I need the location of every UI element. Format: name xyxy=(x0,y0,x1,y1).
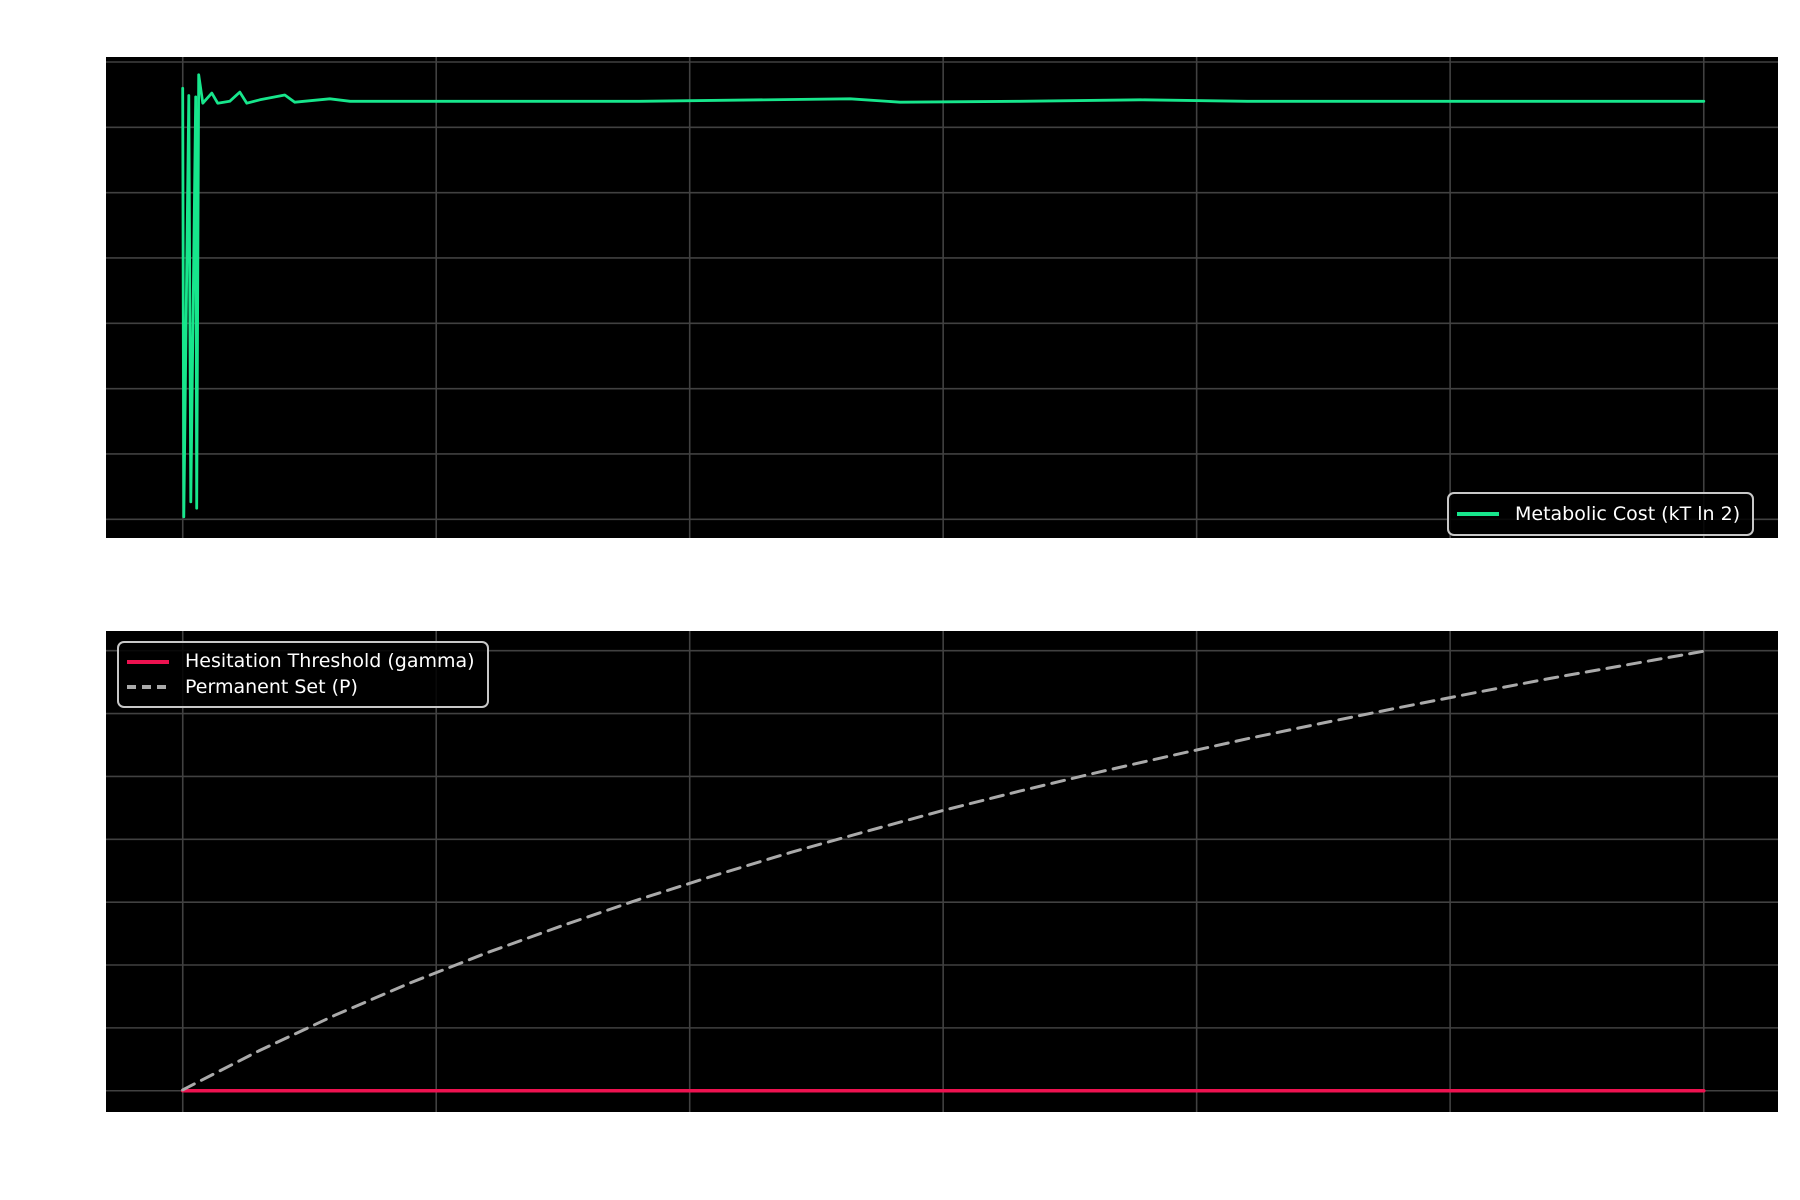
hesitation-chart xyxy=(106,631,1778,1112)
hesitation-axes xyxy=(106,631,1778,1112)
metabolic-cost-line-sample-icon xyxy=(1457,512,1499,516)
legend-label-metabolic-cost: Metabolic Cost (kT ln 2) xyxy=(1515,502,1741,525)
legend-label-hesitation-threshold: Hesitation Threshold (gamma) xyxy=(185,650,475,673)
legend-metabolic-cost: Metabolic Cost (kT ln 2) xyxy=(1447,492,1755,536)
metabolic-cost-axes xyxy=(106,57,1778,538)
metabolic-cost-chart xyxy=(106,57,1778,538)
legend-row-metabolic-cost: Metabolic Cost (kT ln 2) xyxy=(1457,500,1740,528)
legend-row-permanent-set: Permanent Set (P) xyxy=(127,675,475,701)
hesitation-threshold-line-sample-icon xyxy=(127,659,169,664)
legend-row-hesitation-threshold: Hesitation Threshold (gamma) xyxy=(127,649,475,675)
legend-hesitation: Hesitation Threshold (gamma) Permanent S… xyxy=(117,641,489,708)
permanent-set-dashed-line-sample-icon xyxy=(127,685,169,690)
legend-label-permanent-set: Permanent Set (P) xyxy=(185,675,358,698)
